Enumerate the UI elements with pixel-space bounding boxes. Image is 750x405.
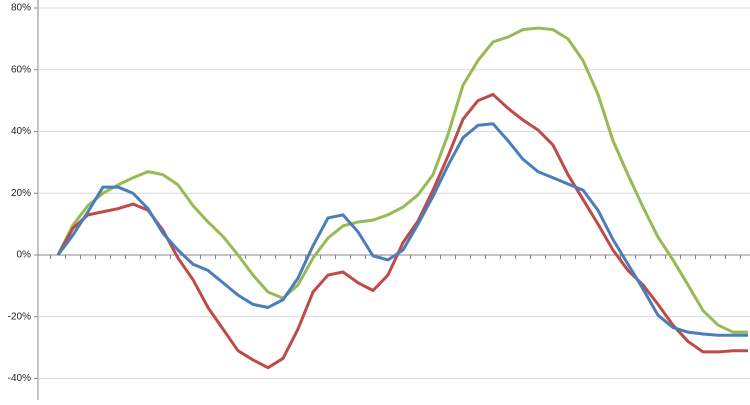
y-tick-label: 0%	[17, 250, 32, 261]
y-tick-label: -40%	[8, 373, 31, 384]
series-line	[56, 26, 748, 334]
y-tick-label: -20%	[8, 311, 31, 322]
y-tick-label: 40%	[11, 126, 31, 137]
series-line	[56, 122, 748, 337]
y-tick-label: 20%	[11, 188, 31, 199]
y-tick-label: 80%	[11, 3, 31, 14]
y-tick-label: 60%	[11, 64, 31, 75]
